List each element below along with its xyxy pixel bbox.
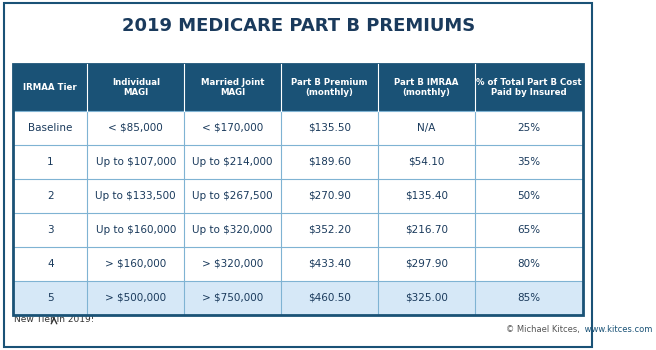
Bar [13,213,583,247]
Bar [13,111,583,145]
Bar [13,179,583,213]
Text: $297.90: $297.90 [405,259,448,269]
Text: Individual
MAGI: Individual MAGI [112,78,160,97]
Text: 1: 1 [47,157,54,167]
Bar [13,247,583,281]
Text: % of Total Part B Cost
Paid by Insured: % of Total Part B Cost Paid by Insured [476,78,582,97]
Text: > $750,000: > $750,000 [202,293,263,303]
Text: Up to $320,000: Up to $320,000 [192,225,273,235]
Text: Up to $267,500: Up to $267,500 [192,191,273,201]
Text: Baseline: Baseline [28,123,72,133]
Text: 85%: 85% [518,293,541,303]
Text: 2: 2 [47,191,54,201]
Text: Part B Premium
(monthly): Part B Premium (monthly) [291,78,368,97]
Text: 80%: 80% [518,259,541,269]
Text: N/A: N/A [417,123,436,133]
Text: 5: 5 [47,293,54,303]
Text: < $170,000: < $170,000 [202,123,263,133]
Text: $270.90: $270.90 [308,191,351,201]
Text: $216.70: $216.70 [405,225,448,235]
Text: 2019 MEDICARE PART B PREMIUMS: 2019 MEDICARE PART B PREMIUMS [121,17,475,35]
Text: 65%: 65% [518,225,541,235]
Text: 4: 4 [47,259,54,269]
Text: > $500,000: > $500,000 [105,293,167,303]
Text: IRMAA Tier: IRMAA Tier [24,83,77,92]
Text: www.kitces.com: www.kitces.com [583,326,653,334]
Text: 50%: 50% [518,191,541,201]
Bar [13,145,583,179]
Bar [13,64,583,315]
Text: Up to $214,000: Up to $214,000 [192,157,273,167]
Text: > $160,000: > $160,000 [105,259,167,269]
Text: 3: 3 [47,225,54,235]
Text: 35%: 35% [518,157,541,167]
Text: Up to $160,000: Up to $160,000 [96,225,176,235]
Text: $433.40: $433.40 [308,259,351,269]
Text: $352.20: $352.20 [308,225,351,235]
Text: Up to $107,000: Up to $107,000 [96,157,176,167]
Text: $54.10: $54.10 [408,157,445,167]
Bar [13,64,583,111]
Text: $460.50: $460.50 [308,293,351,303]
Text: Part B IMRAA
(monthly): Part B IMRAA (monthly) [394,78,459,97]
Text: $189.60: $189.60 [308,157,351,167]
Text: > $320,000: > $320,000 [202,259,263,269]
Bar [13,281,583,315]
Text: $135.50: $135.50 [308,123,351,133]
Text: © Michael Kitces,: © Michael Kitces, [506,326,583,334]
Text: $135.40: $135.40 [405,191,448,201]
Text: 25%: 25% [518,123,541,133]
Text: $325.00: $325.00 [405,293,448,303]
Text: New Tier In 2019!: New Tier In 2019! [14,315,95,324]
Text: < $85,000: < $85,000 [108,123,163,133]
Text: Up to $133,500: Up to $133,500 [96,191,176,201]
Text: Married Joint
MAGI: Married Joint MAGI [201,78,264,97]
